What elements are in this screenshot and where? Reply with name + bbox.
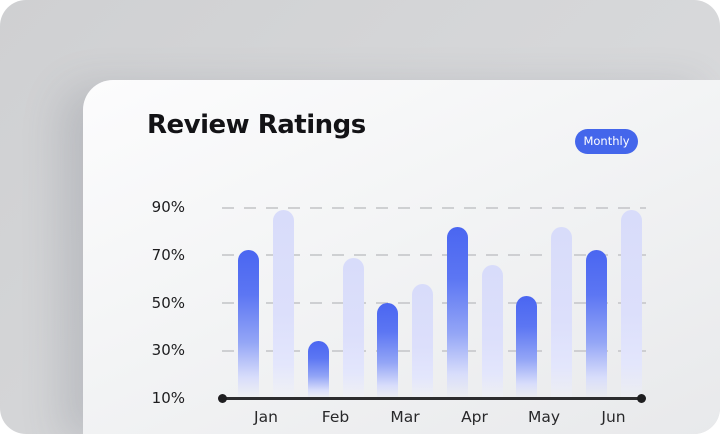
bar-mar-primary xyxy=(377,303,398,399)
bar-apr-secondary xyxy=(481,264,503,399)
x-axis-label: Mar xyxy=(390,408,420,426)
axis-endpoint-dot xyxy=(636,394,646,403)
y-axis-tick-label: 30% xyxy=(151,341,185,360)
period-filter-button[interactable]: Monthly xyxy=(575,129,638,154)
gridline xyxy=(222,254,646,257)
x-axis-label: Feb xyxy=(321,408,350,426)
bar-jan-primary xyxy=(238,250,259,399)
bar-feb-secondary xyxy=(342,257,364,399)
bar-mar-secondary xyxy=(412,283,433,399)
bar-jan-secondary xyxy=(273,209,294,399)
x-axis-label: Jun xyxy=(601,408,626,426)
bar-feb-primary xyxy=(307,341,329,399)
x-axis-line xyxy=(222,397,641,400)
bar-jun-primary xyxy=(585,250,607,399)
bar-jun-secondary xyxy=(620,209,642,399)
bar-apr-primary xyxy=(446,226,468,399)
y-axis-tick-label: 50% xyxy=(151,293,185,312)
x-axis-label: May xyxy=(527,408,561,426)
x-axis-label: Jan xyxy=(254,408,278,426)
bar-may-secondary xyxy=(551,226,572,399)
gridline xyxy=(222,302,646,304)
review-ratings-bar-chart: 90% 70% 50% 30% 10% Jan Feb Mar Apr May Jun xyxy=(83,80,720,434)
bar-may-primary xyxy=(516,295,537,399)
gridline xyxy=(222,206,646,209)
review-ratings-card: Review Ratings Monthly 90% 70% 50% 30% 10% Ja… xyxy=(83,80,720,434)
y-axis-tick-label: 70% xyxy=(151,245,185,264)
x-axis-label: Apr xyxy=(461,408,488,426)
axis-endpoint-dot xyxy=(218,394,227,403)
gridline xyxy=(222,349,646,352)
y-axis-tick-label: 10% xyxy=(151,389,185,407)
card-title: Review Ratings xyxy=(147,110,366,140)
y-axis-tick-label: 90% xyxy=(151,198,185,216)
